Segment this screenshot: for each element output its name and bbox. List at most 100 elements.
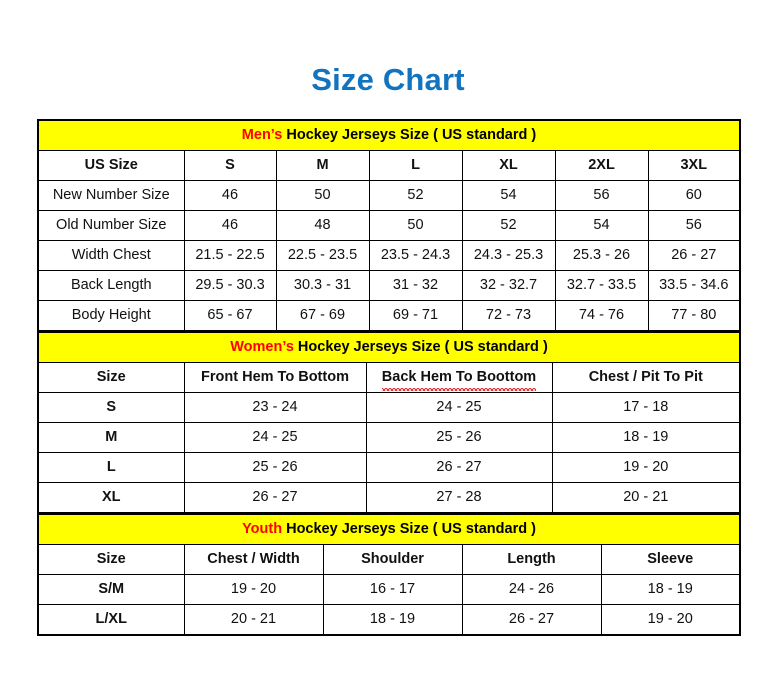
mens-row-0-cell-3: 54 [461,180,556,211]
mens-row-0-cell-0: 46 [183,180,277,211]
mens-row-2-cell-2: 23.5 - 24.3 [368,240,463,271]
womens-banner-rest: Hockey Jerseys Size ( US standard ) [293,339,548,355]
mens-row-2-cell-1: 22.5 - 23.5 [275,240,370,271]
womens-row-3-cell-1: 27 - 28 [365,482,553,514]
mens-header-row: US Size S M L XL 2XL 3XL [37,150,741,181]
mens-banner-accent: Men’s [241,127,283,143]
mens-row-3-cell-4: 32.7 - 33.5 [554,270,649,301]
mens-row-4-cell-3: 72 - 73 [461,300,556,332]
youth-row-1-cell-3: 19 - 20 [600,604,741,636]
mens-row-3-label: Back Length [37,270,185,301]
womens-header-row: Size Front Hem To Bottom Back Hem To Boo… [37,362,741,393]
youth-col-1: Chest / Width [183,544,324,575]
womens-row-2-cell-0: 25 - 26 [183,452,367,483]
page-title: Size Chart [311,62,465,97]
mens-row-3-cell-1: 30.3 - 31 [275,270,370,301]
mens-row-1-cell-2: 50 [368,210,463,241]
youth-size-table: Youth Hockey Jerseys Size ( US standard … [37,514,742,636]
youth-row-0-cell-3: 18 - 19 [600,574,741,605]
mens-row-3-cell-5: 33.5 - 34.6 [647,270,741,301]
youth-row-1-cell-2: 26 - 27 [461,604,602,636]
womens-col-1: Front Hem To Bottom [183,362,367,393]
mens-row-1-cell-5: 56 [647,210,741,241]
womens-col-3: Chest / Pit To Pit [551,362,741,393]
table-row: Old Number Size 46 48 50 52 54 56 [37,210,741,241]
youth-col-2: Shoulder [322,544,463,575]
womens-section-banner: Women’s Hockey Jerseys Size ( US standar… [37,332,741,363]
youth-banner-row: Youth Hockey Jerseys Size ( US standard … [37,514,741,545]
table-row: S/M 19 - 20 16 - 17 24 - 26 18 - 19 [37,574,741,605]
womens-row-2-cell-1: 26 - 27 [365,452,553,483]
mens-row-0-cell-5: 60 [647,180,741,211]
womens-banner-row: Women’s Hockey Jerseys Size ( US standar… [37,332,741,363]
womens-row-0-cell-2: 17 - 18 [551,392,741,423]
table-row: Width Chest 21.5 - 22.5 22.5 - 23.5 23.5… [37,240,741,271]
table-row: Body Height 65 - 67 67 - 69 69 - 71 72 -… [37,300,741,332]
mens-row-3-cell-0: 29.5 - 30.3 [183,270,277,301]
womens-row-1-cell-1: 25 - 26 [365,422,553,453]
mens-row-0-label: New Number Size [37,180,185,211]
womens-col-2: Back Hem To Boottom [365,362,553,393]
mens-row-2-cell-0: 21.5 - 22.5 [183,240,277,271]
youth-row-0-cell-1: 16 - 17 [322,574,463,605]
mens-row-4-cell-0: 65 - 67 [183,300,277,332]
mens-row-1-label: Old Number Size [37,210,185,241]
womens-row-3-cell-0: 26 - 27 [183,482,367,514]
mens-row-1-cell-4: 54 [554,210,649,241]
mens-col-5: 2XL [554,150,649,181]
youth-col-0: Size [37,544,185,575]
youth-row-1-cell-1: 18 - 19 [322,604,463,636]
mens-row-2-cell-3: 24.3 - 25.3 [461,240,556,271]
mens-banner-row: Men’s Hockey Jerseys Size ( US standard … [37,119,741,151]
mens-row-0-cell-1: 50 [275,180,370,211]
mens-row-2-label: Width Chest [37,240,185,271]
mens-row-4-cell-4: 74 - 76 [554,300,649,332]
womens-row-1-cell-2: 18 - 19 [551,422,741,453]
table-row: L 25 - 26 26 - 27 19 - 20 [37,452,741,483]
youth-section-banner: Youth Hockey Jerseys Size ( US standard … [37,514,741,545]
table-row: M 24 - 25 25 - 26 18 - 19 [37,422,741,453]
mens-row-0-cell-2: 52 [368,180,463,211]
mens-row-1-cell-1: 48 [275,210,370,241]
mens-col-4: XL [461,150,556,181]
table-row: L/XL 20 - 21 18 - 19 26 - 27 19 - 20 [37,604,741,636]
mens-banner-rest: Hockey Jerseys Size ( US standard ) [282,127,537,143]
mens-row-4-cell-5: 77 - 80 [647,300,741,332]
youth-row-0-cell-0: 19 - 20 [183,574,324,605]
womens-row-3-label: XL [37,482,185,514]
womens-row-2-label: L [37,452,185,483]
mens-size-table: Men’s Hockey Jerseys Size ( US standard … [37,119,742,332]
mens-col-2: M [275,150,370,181]
youth-banner-rest: Hockey Jerseys Size ( US standard ) [282,521,536,537]
youth-row-0-label: S/M [37,574,185,605]
table-row: New Number Size 46 50 52 54 56 60 [37,180,741,211]
womens-row-2-cell-2: 19 - 20 [551,452,741,483]
mens-row-4-cell-2: 69 - 71 [368,300,463,332]
womens-banner-accent: Women’s [230,339,294,355]
youth-row-1-cell-0: 20 - 21 [183,604,324,636]
mens-row-0-cell-4: 56 [554,180,649,211]
youth-col-3: Length [461,544,602,575]
mens-row-3-cell-2: 31 - 32 [368,270,463,301]
womens-row-0-label: S [37,392,185,423]
womens-row-0-cell-0: 23 - 24 [183,392,367,423]
mens-col-0: US Size [37,150,185,181]
mens-row-1-cell-0: 46 [183,210,277,241]
mens-row-3-cell-3: 32 - 32.7 [461,270,556,301]
womens-row-3-cell-2: 20 - 21 [551,482,741,514]
mens-row-2-cell-4: 25.3 - 26 [554,240,649,271]
mens-col-6: 3XL [647,150,741,181]
mens-col-3: L [368,150,463,181]
womens-row-0-cell-1: 24 - 25 [365,392,553,423]
womens-row-1-label: M [37,422,185,453]
mens-row-1-cell-3: 52 [461,210,556,241]
youth-row-1-label: L/XL [37,604,185,636]
mens-row-4-cell-1: 67 - 69 [275,300,370,332]
mens-row-2-cell-5: 26 - 27 [647,240,741,271]
womens-row-1-cell-0: 24 - 25 [183,422,367,453]
table-row: S 23 - 24 24 - 25 17 - 18 [37,392,741,423]
mens-row-4-label: Body Height [37,300,185,332]
womens-col-2-label: Back Hem To Boottom [381,363,537,392]
size-chart-tables: Men’s Hockey Jerseys Size ( US standard … [37,119,742,636]
